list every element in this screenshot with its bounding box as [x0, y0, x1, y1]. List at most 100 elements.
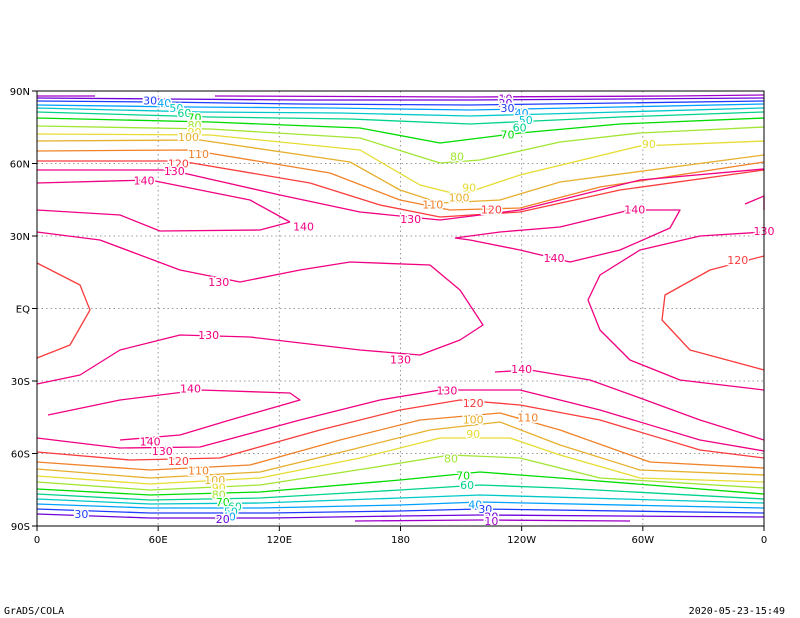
contour-label: 130 — [164, 165, 185, 178]
y-tick-label: 60S — [11, 450, 30, 461]
contour-line-140 — [36, 209, 291, 232]
contour-label: 140 — [624, 203, 645, 216]
contour-line-130 — [587, 231, 765, 391]
contour-label: 50 — [224, 506, 238, 519]
contour-line-50 — [36, 107, 765, 117]
contour-line-10 — [214, 94, 765, 98]
y-tick-label: EQ — [16, 305, 30, 316]
contour-label: 140 — [180, 382, 201, 395]
contour-line-50 — [36, 494, 765, 505]
grid-lines — [37, 91, 764, 526]
contour-line-80 — [36, 454, 765, 491]
contour-line-70 — [36, 471, 765, 496]
contour-line-130 — [36, 389, 765, 452]
contour-label: 100 — [463, 414, 484, 427]
contour-label: 80 — [212, 489, 226, 502]
contour-label: 60 — [177, 107, 191, 120]
contour-label: 20 — [484, 510, 498, 523]
x-axis-ticks: 0 60E 120E 180 120W 60W 0 — [34, 526, 767, 546]
contour-line-140 — [47, 389, 301, 441]
x-tick-label: 60W — [632, 535, 655, 546]
contour-line-120 — [661, 255, 765, 371]
contour-line-20 — [36, 513, 765, 519]
contour-label: 60 — [513, 121, 527, 134]
contour-label: 100 — [204, 474, 225, 487]
contour-label: 120 — [168, 158, 189, 171]
contour-label: 110 — [188, 148, 209, 161]
contour-label: 120 — [481, 203, 502, 216]
contour-label: 130 — [436, 385, 457, 398]
x-tick-label: 0 — [34, 535, 40, 546]
contour-label: 90 — [188, 126, 202, 139]
contour-line-30 — [36, 508, 765, 514]
contour-lines — [36, 94, 765, 522]
contour-label: 10 — [499, 92, 513, 105]
contour-label: 40 — [222, 510, 236, 523]
contour-line-60 — [36, 111, 765, 125]
contour-label: 130 — [208, 276, 229, 289]
contour-line-100 — [36, 421, 765, 479]
contour-line-20 — [36, 97, 765, 101]
contour-label: 140 — [134, 174, 155, 187]
contour-label: 90 — [642, 138, 656, 151]
contour-label: 90 — [466, 428, 480, 441]
contour-label: 130 — [390, 353, 411, 366]
contour-line-140 — [36, 179, 291, 223]
contour-line-60 — [36, 484, 765, 501]
contour-line-120 — [36, 262, 91, 359]
contour-line-120 — [37, 160, 765, 218]
y-tick-label: 30S — [11, 377, 30, 388]
contour-line-70 — [36, 117, 765, 144]
contour-line-30 — [36, 100, 765, 106]
y-tick-label: 90N — [10, 87, 30, 98]
contour-label: 30 — [143, 95, 157, 108]
contour-label: 120 — [727, 254, 748, 267]
footer-left: GrADS/COLA — [4, 606, 64, 617]
contour-line-10 — [354, 519, 631, 522]
contour-label: 140 — [543, 252, 564, 265]
x-tick-label: 120W — [507, 535, 536, 546]
y-tick-label: 60N — [10, 160, 30, 171]
contour-label: 30 — [74, 508, 88, 521]
contour-label: 140 — [511, 363, 532, 376]
contour-line-90 — [36, 133, 765, 196]
contour-line-120 — [36, 399, 765, 461]
contour-line-130 — [36, 231, 484, 385]
x-tick-label: 0 — [761, 535, 767, 546]
contour-line-110 — [36, 412, 765, 471]
x-tick-label: 60E — [149, 535, 168, 546]
contour-label: 40 — [157, 97, 171, 110]
contour-label: 110 — [422, 199, 443, 212]
footer-right: 2020-05-23-15:49 — [689, 606, 785, 617]
contour-label: 70 — [188, 112, 202, 125]
x-tick-label: 120E — [267, 535, 292, 546]
y-tick-label: 90S — [11, 522, 30, 533]
contour-line-110 — [36, 149, 765, 211]
contour-label: 120 — [168, 455, 189, 468]
contour-label: 90 — [212, 481, 226, 494]
contour-label: 130 — [152, 445, 173, 458]
contour-label: 30 — [478, 503, 492, 516]
x-tick-label: 180 — [391, 535, 410, 546]
contour-label: 50 — [519, 114, 533, 127]
contour-label: 100 — [178, 131, 199, 144]
y-tick-label: 30N — [10, 232, 30, 243]
contour-label: 90 — [462, 182, 476, 195]
contour-label: 20 — [216, 513, 230, 526]
contour-label: 60 — [460, 479, 474, 492]
contour-line-140 — [494, 369, 765, 441]
contour-label: 110 — [517, 411, 538, 424]
contour-label: 70 — [456, 469, 470, 482]
contour-line-40 — [36, 103, 765, 111]
contour-label: 40 — [515, 107, 529, 120]
contour-line-140 — [454, 209, 681, 263]
contour-label: 80 — [450, 150, 464, 163]
contour-line-80 — [36, 125, 765, 164]
contour-label: 80 — [188, 119, 202, 132]
contour-line-130 — [37, 168, 765, 221]
contour-label: 80 — [444, 452, 458, 465]
contour-line-140 — [744, 195, 765, 210]
contour-label: 30 — [501, 102, 515, 115]
